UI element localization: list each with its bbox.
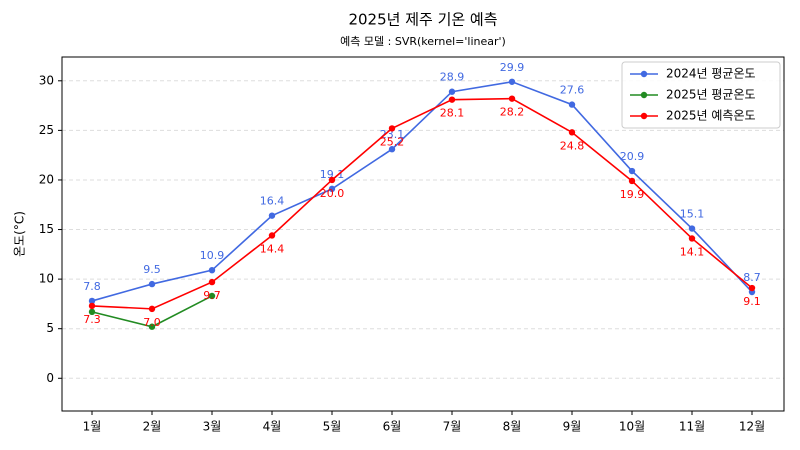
- data-point: [208, 292, 216, 300]
- data-label: 24.8: [560, 139, 585, 152]
- series-line: [91, 80, 753, 302]
- data-label: 19.9: [620, 188, 645, 201]
- series-line: [91, 97, 753, 310]
- y-tick-label: 0: [46, 371, 54, 385]
- data-label: 27.6: [560, 84, 585, 97]
- chart-subtitle: 예측 모델 : SVR(kernel='linear'): [340, 35, 506, 48]
- x-tick-label: 1월: [83, 420, 102, 434]
- data-label: 7.3: [83, 313, 101, 326]
- data-label: 20.9: [620, 150, 645, 163]
- legend-label: 2025년 평균온도: [666, 88, 756, 102]
- data-label: 15.1: [680, 208, 705, 221]
- data-label: 14.4: [260, 242, 285, 255]
- data-label: 14.1: [680, 245, 705, 258]
- y-tick-label: 10: [39, 272, 54, 286]
- legend-marker: [640, 112, 648, 120]
- x-tick-label: 3월: [203, 420, 222, 434]
- x-tick-label: 5월: [323, 420, 342, 434]
- legend-marker: [640, 70, 648, 78]
- y-tick-label: 25: [39, 123, 54, 137]
- data-label: 19.1: [320, 168, 345, 181]
- data-point: [328, 185, 336, 193]
- data-point: [448, 88, 456, 95]
- data-point: [268, 212, 276, 219]
- data-label: 16.4: [260, 195, 285, 208]
- data-point: [508, 95, 516, 102]
- data-point: [328, 176, 336, 184]
- data-label: 29.9: [500, 61, 525, 74]
- data-point: [628, 177, 636, 185]
- data-point: [268, 232, 276, 239]
- y-axis-label: 온도(°C): [13, 211, 27, 257]
- data-point: [88, 302, 96, 310]
- legend-label: 2024년 평균온도: [666, 67, 756, 81]
- data-label: 25.2: [380, 135, 405, 148]
- data-point: [148, 323, 156, 330]
- x-tick-label: 6월: [383, 420, 402, 434]
- data-point: [208, 266, 216, 274]
- data-label: 20.0: [320, 187, 345, 200]
- plot-frame: [61, 56, 785, 412]
- data-label: 23.1: [380, 128, 405, 141]
- x-tick-label: 12월: [739, 420, 765, 434]
- x-tick-label: 2월: [143, 420, 162, 434]
- data-point: [148, 305, 156, 313]
- data-label: 28.1: [440, 107, 465, 120]
- data-point: [88, 308, 96, 316]
- data-point: [508, 78, 516, 85]
- data-label: 9.7: [203, 289, 221, 302]
- y-tick-label: 15: [39, 222, 54, 236]
- chart-title: 2025년 제주 기온 예측: [348, 11, 497, 29]
- legend-box: [621, 61, 781, 129]
- data-point: [688, 235, 696, 242]
- data-point: [148, 280, 156, 288]
- y-tick-label: 20: [39, 172, 54, 186]
- data-label: 10.9: [200, 249, 225, 262]
- y-tick-label: 5: [46, 321, 54, 335]
- x-tick-label: 8월: [503, 420, 522, 434]
- data-point: [208, 278, 216, 286]
- data-label: 28.9: [440, 71, 465, 84]
- data-point: [88, 297, 96, 305]
- data-point: [448, 96, 456, 103]
- x-tick-label: 7월: [443, 420, 462, 434]
- data-point: [388, 125, 396, 132]
- data-label: 9.1: [743, 295, 761, 308]
- data-label: 9.5: [143, 263, 161, 276]
- data-label: 7.0: [143, 316, 161, 329]
- legend-marker: [640, 91, 648, 99]
- legend-label: 2025년 예측온도: [666, 109, 756, 123]
- x-tick-label: 4월: [263, 420, 282, 434]
- data-label: 28.2: [500, 106, 525, 119]
- data-label: 8.7: [743, 271, 761, 284]
- data-point: [628, 167, 636, 175]
- x-tick-label: 10월: [619, 420, 645, 434]
- data-label: 7.8: [83, 280, 101, 293]
- x-tick-label: 9월: [563, 420, 582, 434]
- x-tick-label: 11월: [679, 420, 705, 434]
- data-point: [688, 225, 696, 232]
- data-point: [388, 146, 396, 153]
- data-point: [568, 129, 576, 136]
- y-tick-label: 30: [39, 73, 54, 87]
- data-point: [748, 284, 756, 292]
- data-point: [568, 101, 576, 108]
